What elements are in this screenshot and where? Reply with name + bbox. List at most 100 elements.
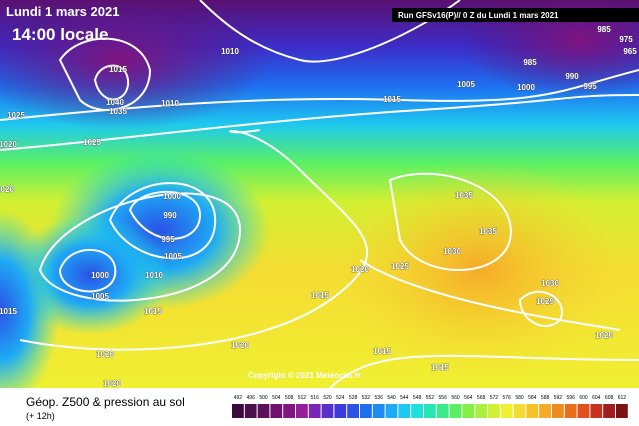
isobar-label: 995	[583, 82, 597, 91]
isobar-label: 1040	[106, 98, 124, 107]
date: Lundi 1 mars 2021	[6, 4, 119, 19]
isobar-label: 1030	[443, 247, 461, 256]
legend-label: 564	[464, 395, 473, 401]
legend-swatch	[436, 404, 449, 418]
isobar-label: 985	[597, 25, 611, 34]
isobar-label: 1000	[163, 192, 181, 201]
legend-swatch	[462, 404, 475, 418]
isobar-label: 1020	[0, 140, 17, 149]
legend-label: 548	[413, 395, 422, 401]
isobar-label: 1020	[595, 331, 613, 340]
legend-label: 592	[554, 395, 563, 401]
legend-label: 512	[298, 395, 307, 401]
legend-swatch	[257, 404, 270, 418]
legend-label: 612	[618, 395, 627, 401]
legend-swatch	[347, 404, 359, 418]
legend-swatch	[603, 404, 615, 418]
legend-swatch	[616, 404, 628, 418]
isobar-label: 1015	[144, 307, 162, 316]
legend-label: 596	[567, 395, 576, 401]
isobar-label: 1025	[536, 297, 554, 306]
legend-label: 500	[259, 395, 268, 401]
isobar-label: 1030	[541, 279, 559, 288]
legend-label: 576	[503, 395, 512, 401]
isobar-label: 975	[619, 35, 633, 44]
legend-swatch	[321, 404, 334, 418]
isobar-label: 1015	[373, 347, 391, 356]
legend-swatch	[308, 404, 321, 418]
run-box	[392, 8, 639, 22]
legend-label: 504	[272, 395, 281, 401]
legend-swatch	[500, 404, 513, 418]
legend-label: 516	[311, 395, 320, 401]
copyright: Copyright © 2021 Meteociel.fr	[248, 371, 361, 380]
legend-label: 604	[592, 395, 601, 401]
legend-swatch	[232, 404, 244, 418]
isobar-label: 1025	[83, 138, 101, 147]
legend-swatch	[526, 404, 539, 418]
legend-label: 584	[528, 395, 537, 401]
legend-label: 588	[541, 395, 550, 401]
legend-swatch	[564, 404, 577, 418]
legend-swatch	[577, 404, 590, 418]
legend-swatch	[283, 404, 295, 418]
legend-label: 572	[490, 395, 499, 401]
legend-label: 540	[387, 395, 396, 401]
isobar-label: 1035	[109, 107, 127, 116]
legend-label: 560	[451, 395, 460, 401]
isobar-label: 1000	[91, 271, 109, 280]
legend-label: 528	[349, 395, 358, 401]
legend-swatch	[398, 404, 411, 418]
legend-swatch	[513, 404, 526, 418]
isobar-label: 1005	[164, 252, 182, 261]
legend-label: 544	[400, 395, 409, 401]
time: 14:00 locale	[12, 25, 108, 44]
isobar-label: 1015	[109, 65, 127, 74]
isobar-label: 1020	[0, 185, 14, 194]
legend-swatch	[372, 404, 385, 418]
isobar-label: 1010	[221, 47, 239, 56]
legend-swatch	[334, 404, 347, 418]
legend-label: 520	[323, 395, 332, 401]
legend-label: 608	[605, 395, 614, 401]
isobar-label: 1025	[391, 262, 409, 271]
isobar-label: 1015	[383, 95, 401, 104]
run: Run GFSv16(P)// 0 Z du Lundi 1 mars 2021	[398, 11, 559, 20]
legend-swatch	[475, 404, 487, 418]
legend-swatch	[296, 404, 308, 418]
isobar-label: 1010	[145, 271, 163, 280]
isobar-label: 995	[161, 235, 175, 244]
legend-swatch	[552, 404, 564, 418]
legend-label: 536	[375, 395, 384, 401]
legend-label: 568	[477, 395, 486, 401]
isobar-label: 1035	[479, 227, 497, 236]
isobar-label: 990	[565, 72, 579, 81]
map	[0, 0, 639, 410]
isobar-label: 985	[523, 58, 537, 67]
isobar-label: 1020	[103, 379, 121, 388]
isobar-label: 1020	[96, 350, 114, 359]
legend-swatch	[411, 404, 423, 418]
isobar-label: 1005	[457, 80, 475, 89]
legend-swatch	[385, 404, 398, 418]
isobar-label: 1025	[7, 111, 25, 120]
legend-swatch	[590, 404, 603, 418]
legend-swatch	[424, 404, 436, 418]
legend-label: 524	[336, 395, 345, 401]
isobar-label: 1020	[351, 265, 369, 274]
isobar-label: 1035	[455, 191, 473, 200]
legend-label: 532	[362, 395, 371, 401]
legend-label: 552	[426, 395, 435, 401]
legend-label: 556	[439, 395, 448, 401]
legend-label: 496	[247, 395, 256, 401]
legend-swatch	[244, 404, 257, 418]
footer-title: Géop. Z500 & pression au sol	[26, 395, 185, 409]
isobar-label: 990	[163, 211, 177, 220]
footer-step: (+ 12h)	[26, 411, 55, 421]
legend-label: 600	[579, 395, 588, 401]
legend-label: 508	[285, 395, 294, 401]
isobar-label: 965	[623, 47, 637, 56]
legend-swatch	[360, 404, 372, 418]
